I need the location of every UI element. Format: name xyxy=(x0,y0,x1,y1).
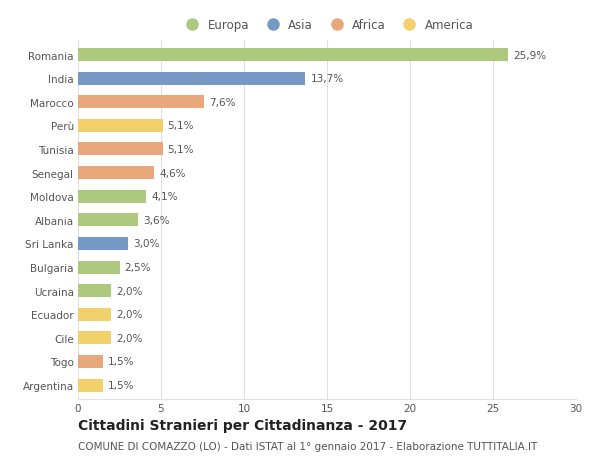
Text: Cittadini Stranieri per Cittadinanza - 2017: Cittadini Stranieri per Cittadinanza - 2… xyxy=(78,418,407,431)
Bar xyxy=(78,73,305,85)
Bar xyxy=(78,167,154,179)
Bar xyxy=(78,120,163,133)
Legend: Europa, Asia, Africa, America: Europa, Asia, Africa, America xyxy=(181,19,473,32)
Bar xyxy=(78,261,119,274)
Text: 5,1%: 5,1% xyxy=(167,145,194,155)
Text: 4,6%: 4,6% xyxy=(160,168,186,178)
Text: 2,0%: 2,0% xyxy=(116,309,143,319)
Bar xyxy=(78,379,103,392)
Bar xyxy=(78,355,103,368)
Text: 1,5%: 1,5% xyxy=(108,357,134,367)
Text: 25,9%: 25,9% xyxy=(513,50,546,61)
Text: COMUNE DI COMAZZO (LO) - Dati ISTAT al 1° gennaio 2017 - Elaborazione TUTTITALIA: COMUNE DI COMAZZO (LO) - Dati ISTAT al 1… xyxy=(78,441,537,451)
Text: 2,0%: 2,0% xyxy=(116,286,143,296)
Bar xyxy=(78,285,111,297)
Text: 4,1%: 4,1% xyxy=(151,192,178,202)
Bar xyxy=(78,143,163,156)
Text: 3,6%: 3,6% xyxy=(143,215,169,225)
Bar xyxy=(78,237,128,250)
Bar xyxy=(78,49,508,62)
Text: 7,6%: 7,6% xyxy=(209,98,236,107)
Text: 2,5%: 2,5% xyxy=(124,263,151,273)
Bar xyxy=(78,331,111,345)
Bar xyxy=(78,214,138,227)
Bar xyxy=(78,308,111,321)
Text: 1,5%: 1,5% xyxy=(108,380,134,390)
Text: 2,0%: 2,0% xyxy=(116,333,143,343)
Bar xyxy=(78,96,204,109)
Text: 3,0%: 3,0% xyxy=(133,239,159,249)
Text: 5,1%: 5,1% xyxy=(167,121,194,131)
Bar xyxy=(78,190,146,203)
Text: 13,7%: 13,7% xyxy=(310,74,344,84)
